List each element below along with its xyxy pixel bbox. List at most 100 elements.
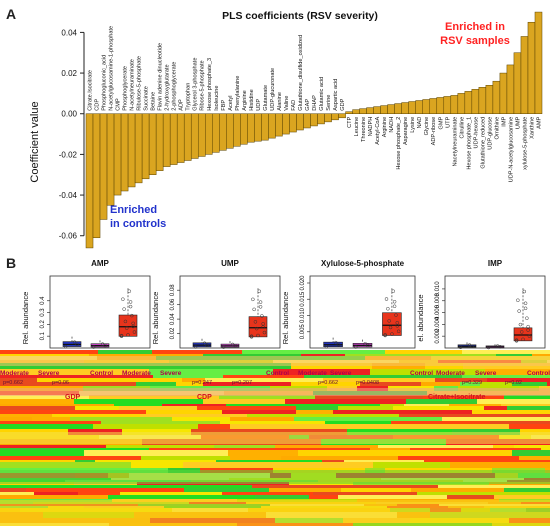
bar — [464, 91, 473, 114]
glitch-strip — [421, 382, 460, 386]
glitch-panel-title: CDP — [197, 394, 212, 401]
glitch-strip — [301, 448, 370, 450]
data-point — [126, 333, 130, 337]
glitch-group-label: Control — [266, 370, 289, 377]
category-label: Arginine — [242, 90, 248, 111]
glitch-group-label: Control — [90, 370, 113, 377]
box — [382, 312, 402, 336]
glitch-strip — [496, 354, 532, 356]
category-label: UTP — [445, 116, 451, 127]
glitch-strip — [447, 495, 494, 499]
glitch-strip — [344, 460, 424, 462]
y-tick-label: 0.010 — [300, 307, 306, 323]
data-point — [91, 345, 96, 349]
y-tick-label: 0.02 — [170, 327, 176, 339]
glitch-strip — [141, 456, 230, 460]
glitch-strip — [477, 399, 550, 404]
glitch-strip — [464, 488, 504, 492]
glitch-strip — [504, 488, 550, 492]
glitch-strip — [78, 492, 120, 495]
glitch-strip — [487, 378, 530, 382]
data-point — [396, 329, 401, 334]
plot-frame — [309, 275, 416, 349]
bar — [190, 113, 199, 159]
bar — [289, 113, 297, 133]
glitch-strip — [438, 485, 550, 488]
glitch-strip — [338, 495, 447, 499]
enriched-controls-line-2: in controls — [110, 218, 166, 230]
glitch-pvalue: p=0.06 — [52, 380, 69, 386]
data-point — [253, 320, 258, 324]
glitch-panel-title: Citrate+Isocitrate — [428, 394, 485, 401]
data-point — [132, 330, 137, 334]
bar — [394, 103, 402, 114]
data-point — [519, 330, 524, 334]
bar — [520, 36, 529, 114]
data-point — [387, 319, 391, 323]
boxplot-title: UMP — [221, 259, 239, 268]
glitch-strip — [507, 406, 550, 410]
glitch-strip — [424, 460, 550, 462]
bar — [471, 89, 480, 114]
glitch-strip — [101, 421, 220, 424]
glitch-strip — [0, 445, 106, 448]
category-label: Glycerol 3-phosphate — [193, 58, 199, 111]
glitch-strip — [0, 462, 131, 468]
category-label: IMP — [501, 116, 507, 126]
category-label: Aspartic acid — [333, 79, 339, 111]
bar — [92, 113, 101, 239]
data-point — [384, 297, 389, 301]
data-point — [498, 345, 502, 349]
bar — [450, 95, 459, 114]
glitch-group-label: Moderate — [298, 370, 327, 377]
boxplot-panel: AMP Rel. abundance 0.1 0.2 0.3 0.4 — [21, 259, 151, 349]
bar — [303, 113, 311, 129]
glitch-strip — [162, 404, 226, 406]
glitch-strip — [0, 406, 75, 410]
glitch-strip — [298, 450, 383, 456]
glitch-group-label: Moderate — [436, 370, 465, 377]
glitch-strip — [203, 354, 301, 356]
glitch-strip — [484, 406, 507, 410]
glitch-strip — [0, 378, 37, 382]
glitch-strip — [230, 456, 281, 460]
glitch-strip — [411, 488, 464, 492]
glitch-strip — [406, 399, 477, 404]
panel-a-y-axis: -0.06 -0.04 -0.02 0.00 0.02 0.04 — [59, 28, 85, 241]
bar — [478, 87, 487, 114]
bar — [106, 113, 115, 206]
data-point — [262, 330, 267, 335]
data-point — [458, 345, 463, 350]
glitch-strip — [0, 369, 149, 375]
bar — [485, 85, 494, 114]
glitch-strip — [205, 378, 323, 382]
glitch-strip — [89, 354, 203, 356]
data-point — [254, 326, 259, 331]
glitch-group-label: Severe — [475, 370, 497, 377]
glitch-strip — [197, 406, 296, 410]
glitch-strip — [304, 375, 462, 378]
box — [513, 327, 533, 342]
corrupted-lower-labels: Moderate Severe Control Moderate Severe Contr… — [0, 370, 550, 401]
category-label: UDP — [256, 99, 262, 111]
category-label: Citrate.Isocitrate — [88, 70, 94, 111]
glitch-group-label: Control — [410, 370, 433, 377]
glitch-strip — [417, 492, 550, 495]
glitch-strip — [0, 450, 84, 456]
data-point — [523, 301, 528, 306]
glitch-strip — [176, 382, 203, 386]
glitch-strip — [460, 382, 480, 386]
y-tick-label: 0.04 — [61, 28, 77, 37]
data-point — [386, 307, 390, 311]
y-tick-label: 0.2 — [40, 320, 46, 329]
glitch-group-label: Severe — [330, 370, 352, 377]
data-point — [354, 345, 358, 349]
glitch-strip — [269, 488, 341, 492]
data-point — [526, 324, 530, 329]
glitch-strip — [70, 417, 172, 421]
panel-b-boxplots: AMP Rel. abundance 0.1 0.2 0.3 0.4 UMP Rel. abu… — [21, 259, 546, 350]
glitch-strip — [131, 462, 183, 468]
bar — [352, 109, 360, 114]
bar — [534, 11, 543, 114]
bar — [317, 113, 325, 125]
